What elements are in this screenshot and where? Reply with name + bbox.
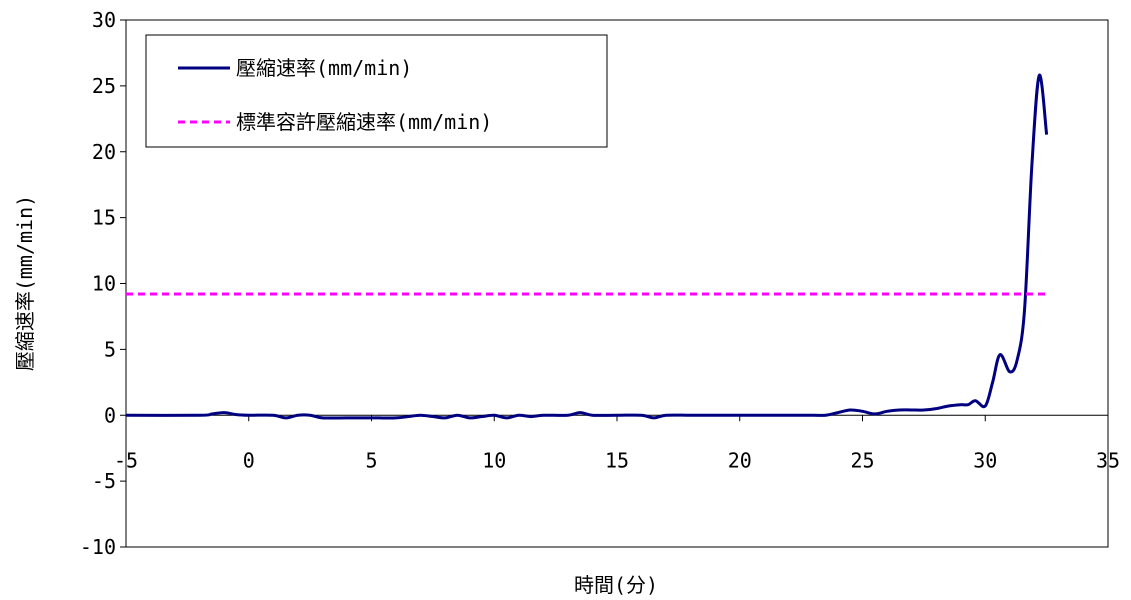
x-tick-label: 5 [365, 448, 377, 472]
x-tick-label: 20 [728, 448, 752, 472]
y-tick-label: 15 [92, 206, 116, 230]
x-tick-label: 15 [605, 448, 629, 472]
x-tick-label: 30 [973, 448, 997, 472]
legend: 壓縮速率(mm/min) 標準容許壓縮速率(mm/min) [145, 34, 608, 148]
y-tick-label: 10 [92, 272, 116, 296]
series-layer [125, 73, 1049, 420]
y-tick-label: 25 [92, 74, 116, 98]
legend-box [145, 34, 608, 148]
y-tick-label: 30 [92, 8, 116, 32]
y-tick-label: -10 [80, 535, 116, 559]
x-tick-label: 25 [850, 448, 874, 472]
x-tick-label: 35 [1096, 448, 1120, 472]
y-axis-ticks: -10 -5 0 5 10 15 20 25 30 [80, 8, 126, 559]
x-tick-label: 10 [482, 448, 506, 472]
legend-label-series-2: 標準容許壓縮速率(mm/min) [236, 110, 492, 134]
series-line-1 [125, 73, 1049, 420]
y-tick-label: -5 [92, 469, 116, 493]
x-tick-label: 0 [243, 448, 255, 472]
y-tick-label: 0 [104, 403, 116, 427]
y-axis-title: 壓縮速率(mm/min) [13, 195, 37, 371]
x-axis-title: 時間(分) [574, 573, 658, 597]
y-tick-label: 5 [104, 337, 116, 361]
legend-label-series-1: 壓縮速率(mm/min) [236, 56, 412, 80]
y-tick-label: 20 [92, 140, 116, 164]
x-tick-label: -5 [114, 448, 138, 472]
